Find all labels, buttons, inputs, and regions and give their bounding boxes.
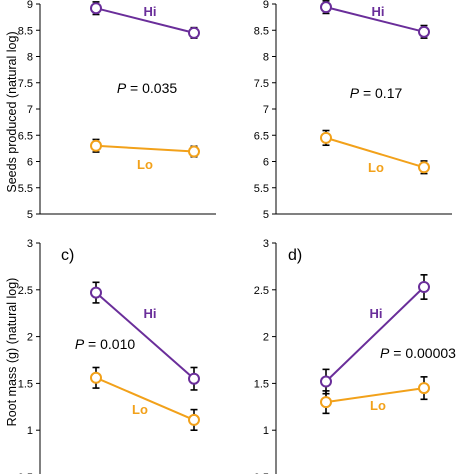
data-point-hi: [418, 280, 430, 293]
panel-b: 5 5.5 6 6.5 7 7.5 8 8.5 9 Hi Lo P = 0.17: [254, 0, 452, 221]
series-line-hi: [95, 7, 195, 34]
data-point-lo: [90, 139, 102, 152]
series-label-lo: Lo: [137, 157, 153, 172]
bottom-y-axis-label: Root mass (g) (natural log): [5, 278, 19, 427]
series-line-lo: [325, 387, 425, 404]
p-value-annotation: P = 0.17: [350, 85, 403, 101]
y-tick-label: 7.5: [18, 78, 33, 90]
panel-a: 5 5.5 6 6.5 7 7.5 8 8.5 9 Hi Lo P = 0.035: [18, 0, 216, 221]
y-tick-label: 8.5: [254, 25, 269, 37]
y-tick-label: 6.5: [18, 130, 33, 142]
y-tick-label: 1: [263, 425, 269, 437]
y-tick-label: 8.5: [18, 25, 33, 37]
y-tick-label: 2: [27, 332, 33, 344]
series-line-hi: [325, 6, 425, 33]
y-tick-label: 1.5: [18, 378, 33, 390]
data-point-hi: [188, 372, 200, 385]
p-value-text: = 0.035: [126, 80, 177, 96]
panel-d: 0.5 1 1.5 2 2.5 3 Hi Lo P = 0.00003 d): [254, 238, 456, 474]
y-tick-label: 8: [263, 52, 269, 64]
top-y-axis-label: Seeds produced (natural log): [5, 31, 19, 192]
p-value-symbol: P: [117, 80, 127, 96]
data-point-lo: [188, 145, 200, 158]
p-value-text: = 0.010: [84, 336, 135, 352]
y-tick-label: 5.5: [18, 183, 33, 195]
data-point-lo: [188, 413, 200, 426]
data-point-lo: [320, 131, 332, 144]
series-label-lo: Lo: [368, 160, 384, 175]
series-line-lo: [325, 136, 425, 169]
y-tick-label: 5.5: [254, 183, 269, 195]
y-tick-label: 7: [263, 104, 269, 116]
series-label-lo: Lo: [132, 402, 148, 417]
data-point-hi: [188, 26, 200, 39]
y-tick-label: 3: [27, 238, 33, 250]
p-value-text: = 0.17: [359, 85, 402, 101]
series-line-hi: [95, 291, 195, 380]
y-tick-label: 3: [263, 238, 269, 250]
y-tick-label: 8: [27, 52, 33, 64]
y-tick-label: 5: [263, 209, 269, 221]
y-tick-label: 0.5: [254, 472, 269, 474]
y-tick-label: 2: [263, 332, 269, 344]
panel-c: 0.5 1 1.5 2 2.5 3 Hi Lo P = 0.010 c): [18, 238, 200, 474]
data-point-hi: [90, 286, 102, 299]
y-tick-label: 6.5: [254, 130, 269, 142]
p-value-annotation: P = 0.035: [117, 80, 178, 96]
y-tick-label: 6: [263, 157, 269, 169]
y-tick-label: 2.5: [254, 285, 269, 297]
y-tick-label: 9: [27, 0, 33, 11]
series-label-hi: Hi: [372, 4, 385, 19]
data-point-hi: [320, 375, 332, 388]
y-tick-label: 0.5: [18, 472, 33, 474]
p-value-symbol: P: [75, 336, 85, 352]
p-value-annotation: P = 0.00003: [380, 345, 456, 361]
y-tick-label: 1: [27, 425, 33, 437]
data-point-lo: [418, 382, 430, 395]
data-point-hi: [418, 25, 430, 38]
y-tick-label: 5: [27, 209, 33, 221]
series-line-hi: [325, 286, 425, 383]
series-line-lo: [95, 144, 195, 153]
p-value-symbol: P: [350, 85, 360, 101]
y-tick-label: 2.5: [18, 285, 33, 297]
p-value-annotation: P = 0.010: [75, 336, 136, 352]
data-point-hi: [90, 2, 102, 15]
panel-label: d): [288, 247, 302, 264]
series-line-lo: [95, 376, 195, 421]
series-label-lo: Lo: [370, 398, 386, 413]
p-value-symbol: P: [380, 345, 390, 361]
data-point-hi: [320, 1, 332, 14]
series-label-hi: Hi: [144, 306, 157, 321]
data-point-lo: [418, 161, 430, 174]
data-point-lo: [90, 371, 102, 384]
data-point-lo: [320, 396, 332, 409]
y-tick-label: 7.5: [254, 78, 269, 90]
p-value-text: = 0.00003: [389, 345, 456, 361]
y-tick-label: 1.5: [254, 378, 269, 390]
y-tick-label: 9: [263, 0, 269, 11]
series-label-hi: Hi: [370, 306, 383, 321]
panel-label: c): [61, 247, 74, 264]
series-label-hi: Hi: [144, 4, 157, 19]
y-tick-label: 7: [27, 104, 33, 116]
y-tick-label: 6: [27, 157, 33, 169]
